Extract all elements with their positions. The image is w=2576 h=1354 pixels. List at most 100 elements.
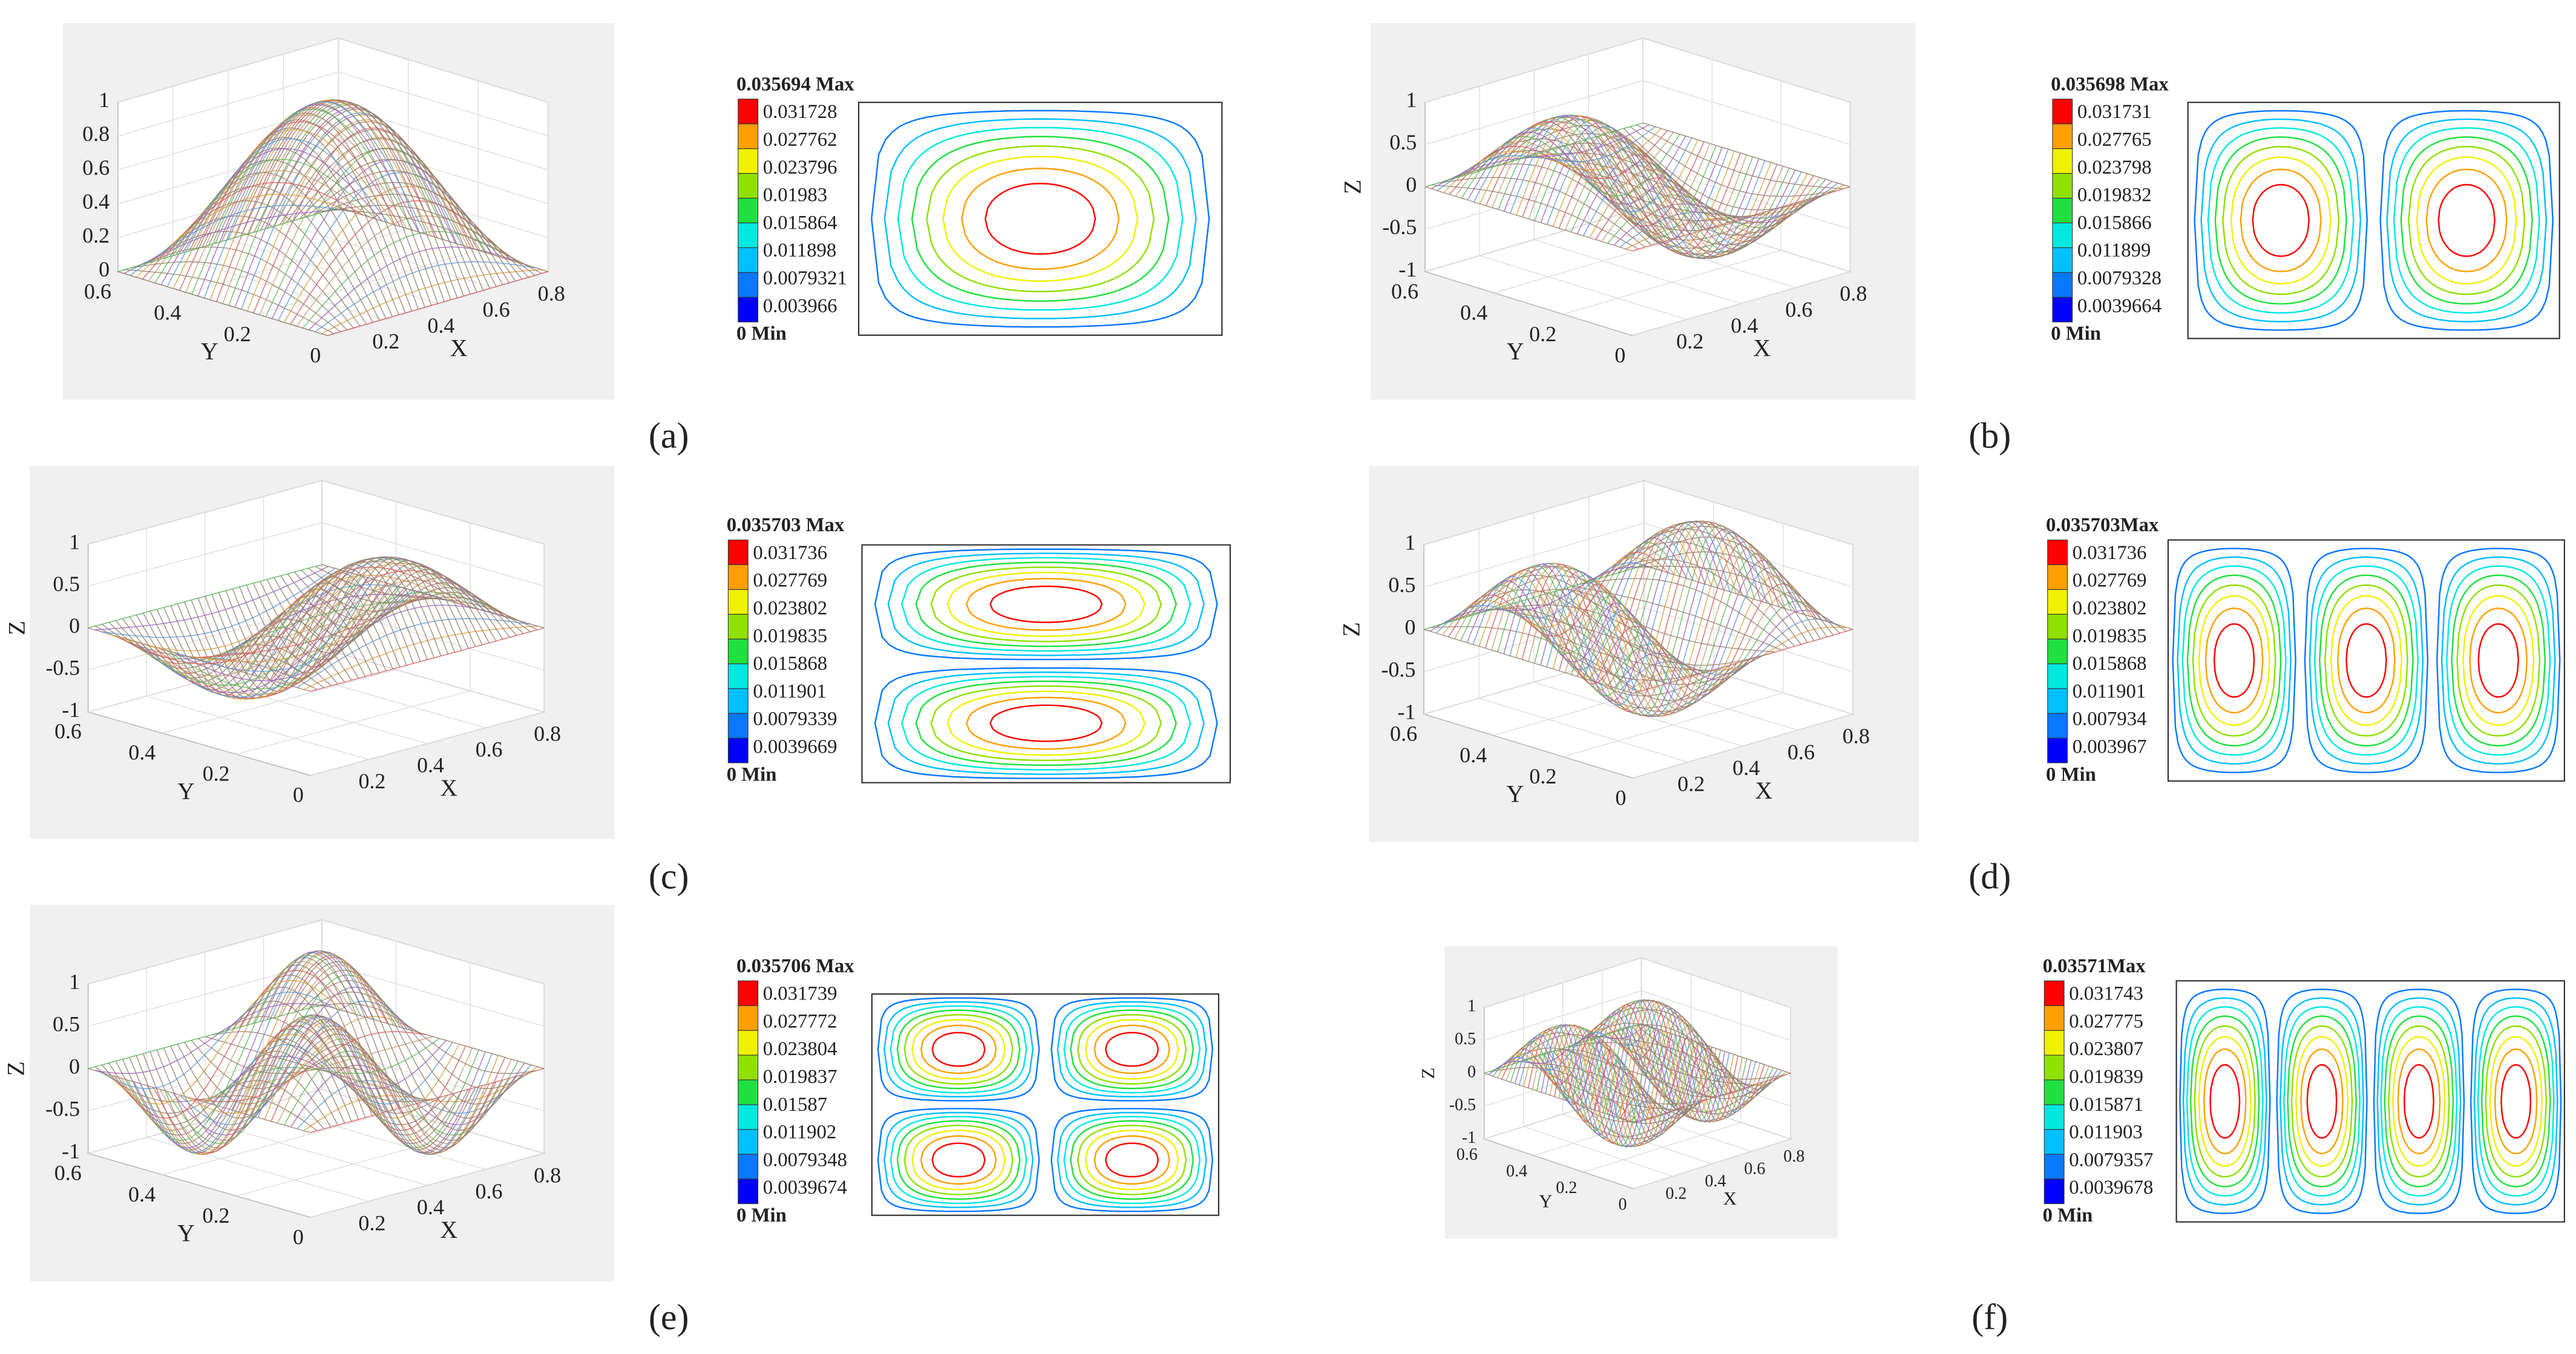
contour-line xyxy=(2313,565,2419,756)
contour-line xyxy=(2287,1015,2358,1188)
mesh-line xyxy=(1506,1019,1664,1092)
mesh-line xyxy=(94,1002,329,1074)
z-tick-label: -1 xyxy=(62,698,80,722)
mesh-line xyxy=(133,951,369,1149)
legend-level: 0.023804 xyxy=(763,1038,837,1060)
colorbar-segment xyxy=(738,1179,759,1205)
contour-line xyxy=(2473,997,2558,1206)
colorbar-segment xyxy=(2052,197,2073,223)
legend-level: 0.011903 xyxy=(2069,1122,2143,1143)
x-tick-label: 0.2 xyxy=(372,329,399,353)
mesh-line xyxy=(308,567,531,632)
mesh-line xyxy=(172,986,407,1136)
contour-line xyxy=(896,1009,1021,1090)
x-tick-label: 0.2 xyxy=(359,769,386,793)
colorbar-segment xyxy=(2052,148,2073,174)
legend-level: 0.019835 xyxy=(2073,625,2147,647)
contour-line xyxy=(985,182,1096,255)
colorbar-segment xyxy=(2043,980,2065,1006)
contour-line xyxy=(2252,183,2310,257)
legend-max: 0.03571Max xyxy=(2043,955,2146,977)
x-tick-label: 0.4 xyxy=(427,313,454,338)
contour-line xyxy=(911,136,1170,302)
contour-line xyxy=(2379,110,2554,331)
contour-line xyxy=(2200,118,2362,322)
contour-line xyxy=(1070,1009,1195,1090)
z-tick-label: 0 xyxy=(1404,615,1415,639)
contour-line xyxy=(2380,1006,2458,1197)
colorbar-segment xyxy=(2047,589,2068,615)
colorbar-segment xyxy=(727,638,749,664)
mesh-line xyxy=(1630,126,1838,197)
contour-line xyxy=(871,110,1210,328)
x-axis-label: X xyxy=(440,1217,457,1243)
legend-level: 0.019832 xyxy=(2077,185,2152,206)
surface-mesh xyxy=(1424,114,1850,260)
contour-line xyxy=(2400,136,2533,305)
y-axis-label: Y xyxy=(1507,338,1524,365)
mesh-line xyxy=(126,575,362,686)
contour-line xyxy=(2408,146,2526,295)
contour-line xyxy=(2192,584,2276,737)
mesh-line xyxy=(1613,1032,1763,1113)
mesh-line xyxy=(1429,566,1650,632)
contour-line xyxy=(2295,1036,2349,1167)
x-axis-label: X xyxy=(1755,777,1772,804)
z-tick-label: 0 xyxy=(1406,172,1417,197)
y-tick-label: 0 xyxy=(1619,1195,1627,1214)
contour-line xyxy=(2207,127,2355,314)
contour-line xyxy=(2279,997,2365,1206)
x-tick-label: 0.8 xyxy=(538,281,565,306)
mesh-line xyxy=(273,121,484,291)
contour-line xyxy=(911,1130,1006,1191)
contour-frame xyxy=(2187,102,2560,339)
colorbar-segment xyxy=(738,173,759,199)
colorbar-segment xyxy=(727,613,749,639)
legend-max: 0.035703 Max xyxy=(727,514,845,536)
contour-frame xyxy=(2167,539,2565,782)
legend-level: 0.0039674 xyxy=(763,1177,847,1199)
colorbar-segment xyxy=(727,738,749,764)
mesh-line xyxy=(114,571,349,665)
legend-max: 0.035706 Max xyxy=(736,955,854,977)
y-tick-label: 0 xyxy=(1615,786,1626,810)
x-tick-label: 0.2 xyxy=(358,1211,385,1235)
colorbar-segment xyxy=(2052,272,2073,298)
z-tick-label: 0 xyxy=(69,613,80,638)
colorbar-segment xyxy=(738,148,759,174)
colorbar-segment xyxy=(738,247,759,273)
surface-mesh xyxy=(88,556,545,700)
z-axis-label: Z xyxy=(1339,622,1365,636)
mesh-line xyxy=(218,1016,441,1114)
x-tick-label: 0.8 xyxy=(1840,281,1867,306)
contour-line xyxy=(2446,565,2551,756)
contour-line xyxy=(961,168,1120,270)
colorbar-segment xyxy=(738,272,759,298)
mesh-line xyxy=(166,138,388,287)
contour-line xyxy=(2440,556,2556,765)
colorbar-segment xyxy=(738,1104,759,1130)
mesh-line xyxy=(225,556,448,688)
legend-min: 0 Min xyxy=(2051,323,2101,345)
x-tick-label: 0.8 xyxy=(1783,1147,1804,1166)
mesh-line xyxy=(179,1001,414,1125)
z-tick-label: 1 xyxy=(69,970,80,994)
mesh-line xyxy=(1631,1026,1782,1099)
contour-line xyxy=(883,1001,1034,1098)
contour-line xyxy=(896,1120,1021,1200)
legend-level: 0.011898 xyxy=(763,240,837,261)
contour-line xyxy=(1050,997,1214,1102)
contour-frame xyxy=(857,102,1223,336)
grid-line xyxy=(236,963,471,1197)
z-tick-label: -0.5 xyxy=(1382,215,1417,239)
colorbar-segment xyxy=(2052,123,2073,149)
z-tick-label: 0.5 xyxy=(1389,130,1417,154)
legend-level: 0.015871 xyxy=(2069,1094,2143,1116)
contour-line xyxy=(877,997,1040,1102)
grid-line xyxy=(236,523,471,755)
contour-line xyxy=(2203,1048,2247,1154)
surface-mesh xyxy=(88,950,545,1156)
surface-mesh xyxy=(1423,520,1853,718)
mesh-line xyxy=(240,99,451,300)
mesh-line xyxy=(234,99,445,302)
